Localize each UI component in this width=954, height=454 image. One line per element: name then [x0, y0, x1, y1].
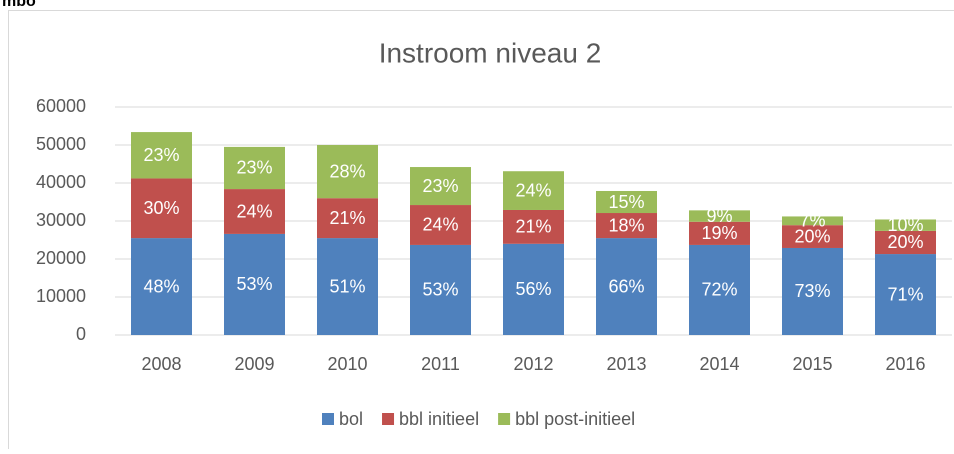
y-tick-label: 20000: [36, 248, 86, 268]
x-tick-label: 2015: [792, 354, 832, 374]
data-label: 53%: [422, 280, 458, 300]
data-label: 23%: [236, 158, 272, 178]
x-tick-label: 2014: [699, 354, 739, 374]
data-label: 7%: [799, 211, 825, 231]
data-label: 24%: [422, 215, 458, 235]
data-label: 30%: [143, 198, 179, 218]
y-tick-label: 30000: [36, 210, 86, 230]
data-label: 73%: [794, 281, 830, 301]
legend-label: bol: [339, 409, 363, 429]
data-label: 18%: [608, 215, 644, 235]
data-label: 28%: [329, 161, 365, 181]
data-label: 23%: [143, 145, 179, 165]
y-tick-label: 50000: [36, 134, 86, 154]
legend-label: bbl post-initieel: [515, 409, 635, 429]
y-tick-label: 0: [76, 324, 86, 344]
data-label: 21%: [329, 208, 365, 228]
x-tick-label: 2011: [421, 354, 460, 374]
legend-label: bbl initieel: [399, 409, 479, 429]
x-tick-label: 2009: [234, 354, 274, 374]
data-label: 15%: [608, 192, 644, 212]
data-label: 53%: [236, 274, 272, 294]
legend-swatch: [382, 413, 394, 425]
legend-swatch: [498, 413, 510, 425]
data-label: 10%: [887, 215, 923, 235]
chart-title: Instroom niveau 2: [379, 37, 602, 68]
data-label: 23%: [422, 176, 458, 196]
data-label: 51%: [329, 276, 365, 296]
page-title: mbo: [2, 0, 36, 10]
data-label: 48%: [143, 276, 179, 296]
data-label: 24%: [515, 180, 551, 200]
data-label: 9%: [706, 206, 732, 226]
y-tick-label: 60000: [36, 96, 86, 116]
data-label: 56%: [515, 279, 551, 299]
x-tick-label: 2010: [327, 354, 367, 374]
y-tick-label: 40000: [36, 172, 86, 192]
data-label: 71%: [887, 284, 923, 304]
x-tick-label: 2012: [513, 354, 553, 374]
data-label: 20%: [887, 232, 923, 252]
x-tick-label: 2013: [606, 354, 646, 374]
data-label: 19%: [701, 223, 737, 243]
data-label: 21%: [515, 217, 551, 237]
legend-swatch: [322, 413, 334, 425]
x-tick-label: 2016: [885, 354, 925, 374]
x-tick-label: 2008: [141, 354, 181, 374]
data-label: 24%: [236, 201, 272, 221]
data-label: 66%: [608, 276, 644, 296]
data-label: 72%: [701, 280, 737, 300]
y-tick-label: 10000: [36, 286, 86, 306]
